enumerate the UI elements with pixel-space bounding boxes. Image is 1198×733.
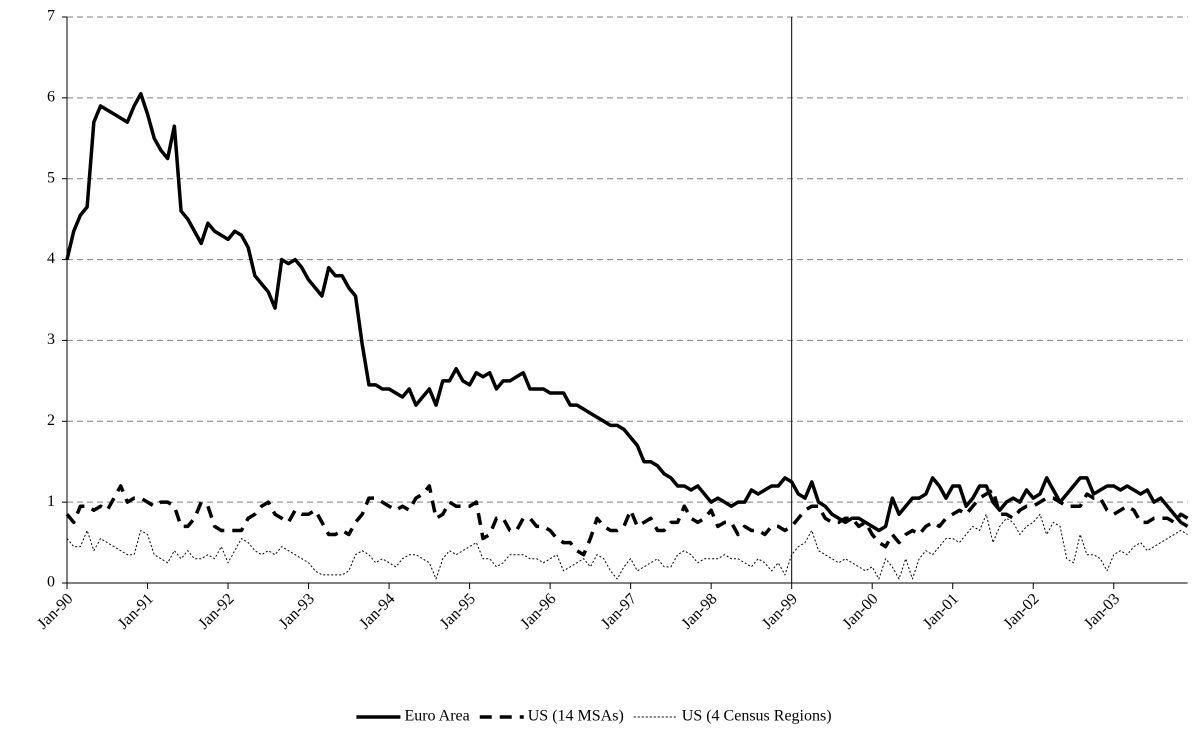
y-tick-label: 2 <box>47 412 55 429</box>
x-tick-label: Jan-99 <box>759 590 801 632</box>
series-line <box>65 484 1189 557</box>
y-tick-label: 5 <box>47 169 55 186</box>
x-tick-label: Jan-94 <box>356 590 398 632</box>
x-tick-label: Jan-92 <box>195 590 237 632</box>
legend-label: US (4 Census Regions) <box>682 708 832 725</box>
x-tick-label: Jan-03 <box>1081 590 1123 632</box>
x-tick-label: Jan-95 <box>437 590 479 632</box>
x-tick-label: Jan-02 <box>1000 590 1042 632</box>
x-tick-label: Jan-93 <box>276 590 318 632</box>
series-line <box>66 513 1188 580</box>
y-tick-label: 7 <box>47 8 55 25</box>
y-tick-label: 1 <box>47 493 55 510</box>
x-tick-label: Jan-00 <box>839 590 881 632</box>
legend-label: US (14 MSAs) <box>528 708 624 725</box>
y-tick-label: 6 <box>47 89 55 106</box>
y-tick-label: 4 <box>47 250 55 267</box>
x-tick-label: Jan-90 <box>34 590 76 632</box>
x-tick-label: Jan-01 <box>920 590 962 632</box>
legend-label: Euro Area <box>404 708 469 725</box>
y-tick-label: 3 <box>47 331 55 348</box>
x-tick-label: Jan-98 <box>678 590 720 632</box>
series-line <box>65 92 1189 533</box>
x-tick-label: Jan-96 <box>517 590 559 632</box>
x-tick-label: Jan-97 <box>598 590 640 632</box>
x-tick-label: Jan-91 <box>115 590 157 632</box>
y-tick-label: 0 <box>47 574 55 591</box>
